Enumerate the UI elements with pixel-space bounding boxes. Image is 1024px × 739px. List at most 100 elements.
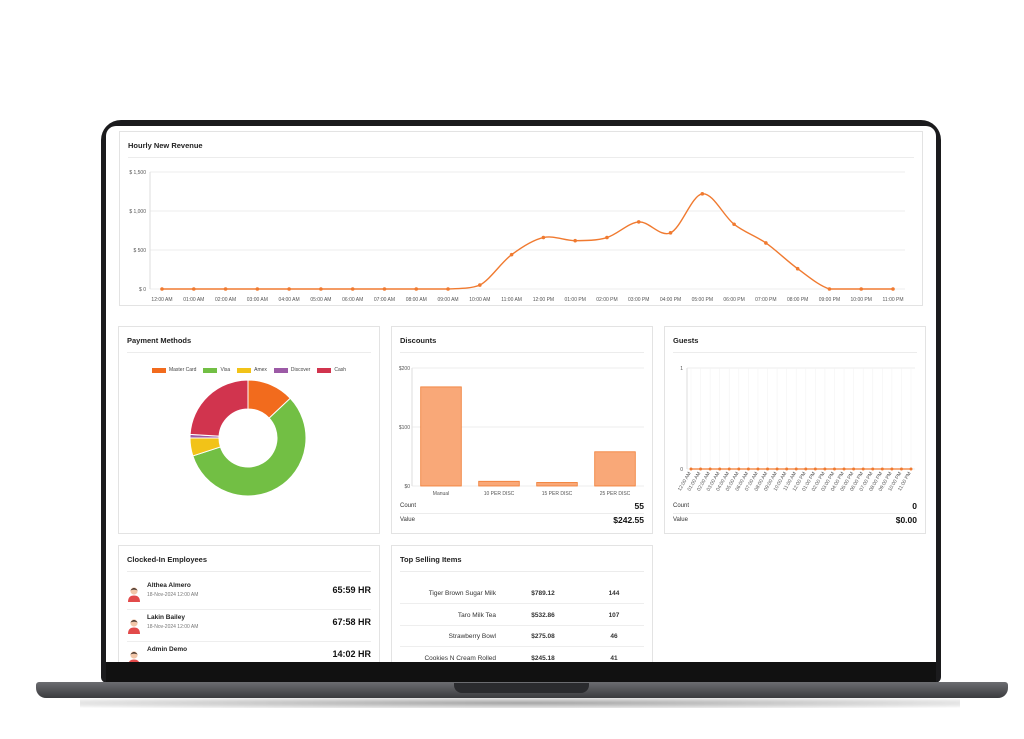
divider [400, 513, 644, 514]
x-tick-label: 10:00 AM [469, 297, 490, 303]
guests-point [852, 467, 856, 471]
discounts-title: Discounts [400, 336, 437, 345]
legend-swatch [151, 367, 166, 373]
legend-label: Discover [290, 367, 311, 373]
revenue-point [700, 192, 705, 196]
discount-bar [594, 451, 636, 487]
guests-point [880, 467, 884, 471]
guests-point [699, 467, 703, 471]
x-tick-label: 07:00 PM [755, 297, 776, 303]
x-tick-label: 06:00 PM [723, 297, 744, 303]
x-tick-label: 07:00 AM [374, 297, 395, 303]
y-tick-label: $ 1,500 [129, 170, 146, 176]
item-amount: $275.08 [531, 633, 555, 640]
discount-bar [420, 386, 462, 487]
employee-clock-in-date: 18-Nov-2024 12:00 AM [147, 592, 199, 598]
top-selling-row[interactable]: Taro Milk Tea $532.86 107 [400, 605, 644, 626]
payment-methods-donut [189, 379, 307, 497]
top-selling-title: Top Selling Items [400, 555, 462, 564]
top-selling-row[interactable]: Cookies N Cream Rolled $245.18 41 [400, 648, 644, 665]
employee-name: Admin Demo [147, 646, 188, 653]
count-label: Count [673, 503, 690, 509]
employee-row[interactable]: Lakin Bailey 18-Nov-2024 12:00 AM 67:58 … [127, 612, 371, 642]
revenue-point [319, 287, 323, 291]
guests-point [708, 467, 712, 471]
divider [400, 646, 644, 647]
revenue-point [414, 287, 419, 291]
guests-point [890, 467, 894, 471]
item-amount: $245.18 [531, 654, 555, 662]
laptop-shadow [80, 698, 960, 708]
item-quantity: 144 [608, 590, 620, 597]
guests-point [785, 467, 789, 471]
guests-point [689, 467, 693, 471]
value-label: Value [400, 517, 415, 523]
divider [127, 609, 371, 610]
legend-label: Visa [220, 367, 231, 373]
value-label: Value [673, 517, 688, 523]
employee-row[interactable]: Admin Demo 14:02 HR [127, 644, 371, 664]
x-tick-label: 02:00 AM [215, 297, 236, 303]
guests-point [823, 467, 827, 471]
x-tick-label: 15 PER DISC [542, 491, 573, 497]
legend-label: Master Card [168, 367, 197, 373]
employee-hours: 65:59 HR [332, 585, 371, 595]
revenue-point [191, 287, 196, 291]
y-tick-label: 0 [680, 467, 683, 473]
revenue-point [668, 231, 673, 235]
y-tick-label: $ 1,000 [129, 209, 146, 215]
item-quantity: 46 [610, 633, 618, 640]
donut-slice [192, 397, 307, 497]
legend-swatch [203, 367, 218, 373]
legend-item[interactable]: Master Card [151, 367, 197, 373]
employee-clock-in-date: 18-Nov-2024 12:00 AM [147, 624, 199, 630]
legend-swatch [273, 367, 288, 373]
legend-item[interactable]: Amex [237, 367, 267, 373]
divider [400, 352, 644, 353]
legend-item[interactable]: Visa [203, 367, 230, 373]
x-tick-label: 10 PER DISC [484, 491, 515, 497]
revenue-point [891, 287, 895, 291]
legend-label: Amex [254, 367, 267, 373]
divider [128, 157, 914, 158]
x-tick-label: 11:00 AM [501, 297, 522, 303]
x-tick-label: 11:00 PM [882, 297, 903, 303]
screen-bezel [106, 662, 936, 682]
revenue-point [287, 287, 291, 291]
legend-item[interactable]: Discover [273, 367, 311, 373]
top-selling-row[interactable]: Tiger Brown Sugar Milk $789.12 144 [400, 583, 644, 604]
dashboard-screen: Hourly New Revenue $ 0 $ 500 $ 1,000 $ 1,50… [106, 126, 936, 664]
hourly-revenue-card: Hourly New Revenue $ 0 $ 500 $ 1,000 $ 1,50… [119, 131, 923, 306]
guests-point [756, 467, 760, 471]
guests-value-row: Value $0.00 [673, 515, 917, 525]
count-value: 0 [912, 501, 917, 511]
x-tick-label: 02:00 PM [596, 297, 617, 303]
item-amount: $532.86 [531, 611, 555, 619]
guests-point [727, 467, 731, 471]
discounts-count-row: Count 55 [400, 501, 644, 511]
guests-point [804, 467, 808, 471]
legend-item[interactable]: Cash [317, 367, 346, 373]
guests-point [842, 467, 846, 471]
guests-count-row: Count 0 [673, 501, 917, 511]
x-tick-label: 04:00 AM [279, 297, 300, 303]
discounts-value-row: Value $242.55 [400, 515, 644, 525]
top-selling-row[interactable]: Strawberry Bowl $275.08 46 [400, 626, 644, 647]
item-name: Cookies N Cream Rolled [424, 654, 496, 662]
legend-swatch [237, 367, 252, 373]
y-tick-label: $200 [399, 366, 410, 372]
avatar-icon [128, 587, 140, 602]
divider [127, 641, 371, 642]
revenue-point [573, 238, 577, 243]
divider [400, 603, 644, 604]
item-name: Tiger Brown Sugar Milk [428, 590, 496, 597]
x-tick-label: 01:00 AM [183, 297, 204, 303]
employee-name: Lakin Bailey [147, 614, 185, 621]
top-selling-items-card: Top Selling Items Tiger Brown Sugar Milk… [391, 545, 653, 664]
revenue-line [162, 193, 893, 290]
employee-row[interactable]: Althea Almero 18-Nov-2024 12:00 AM 65:59… [127, 580, 371, 610]
revenue-point [478, 283, 482, 287]
guests-point [813, 467, 817, 471]
item-quantity: 41 [610, 654, 618, 662]
